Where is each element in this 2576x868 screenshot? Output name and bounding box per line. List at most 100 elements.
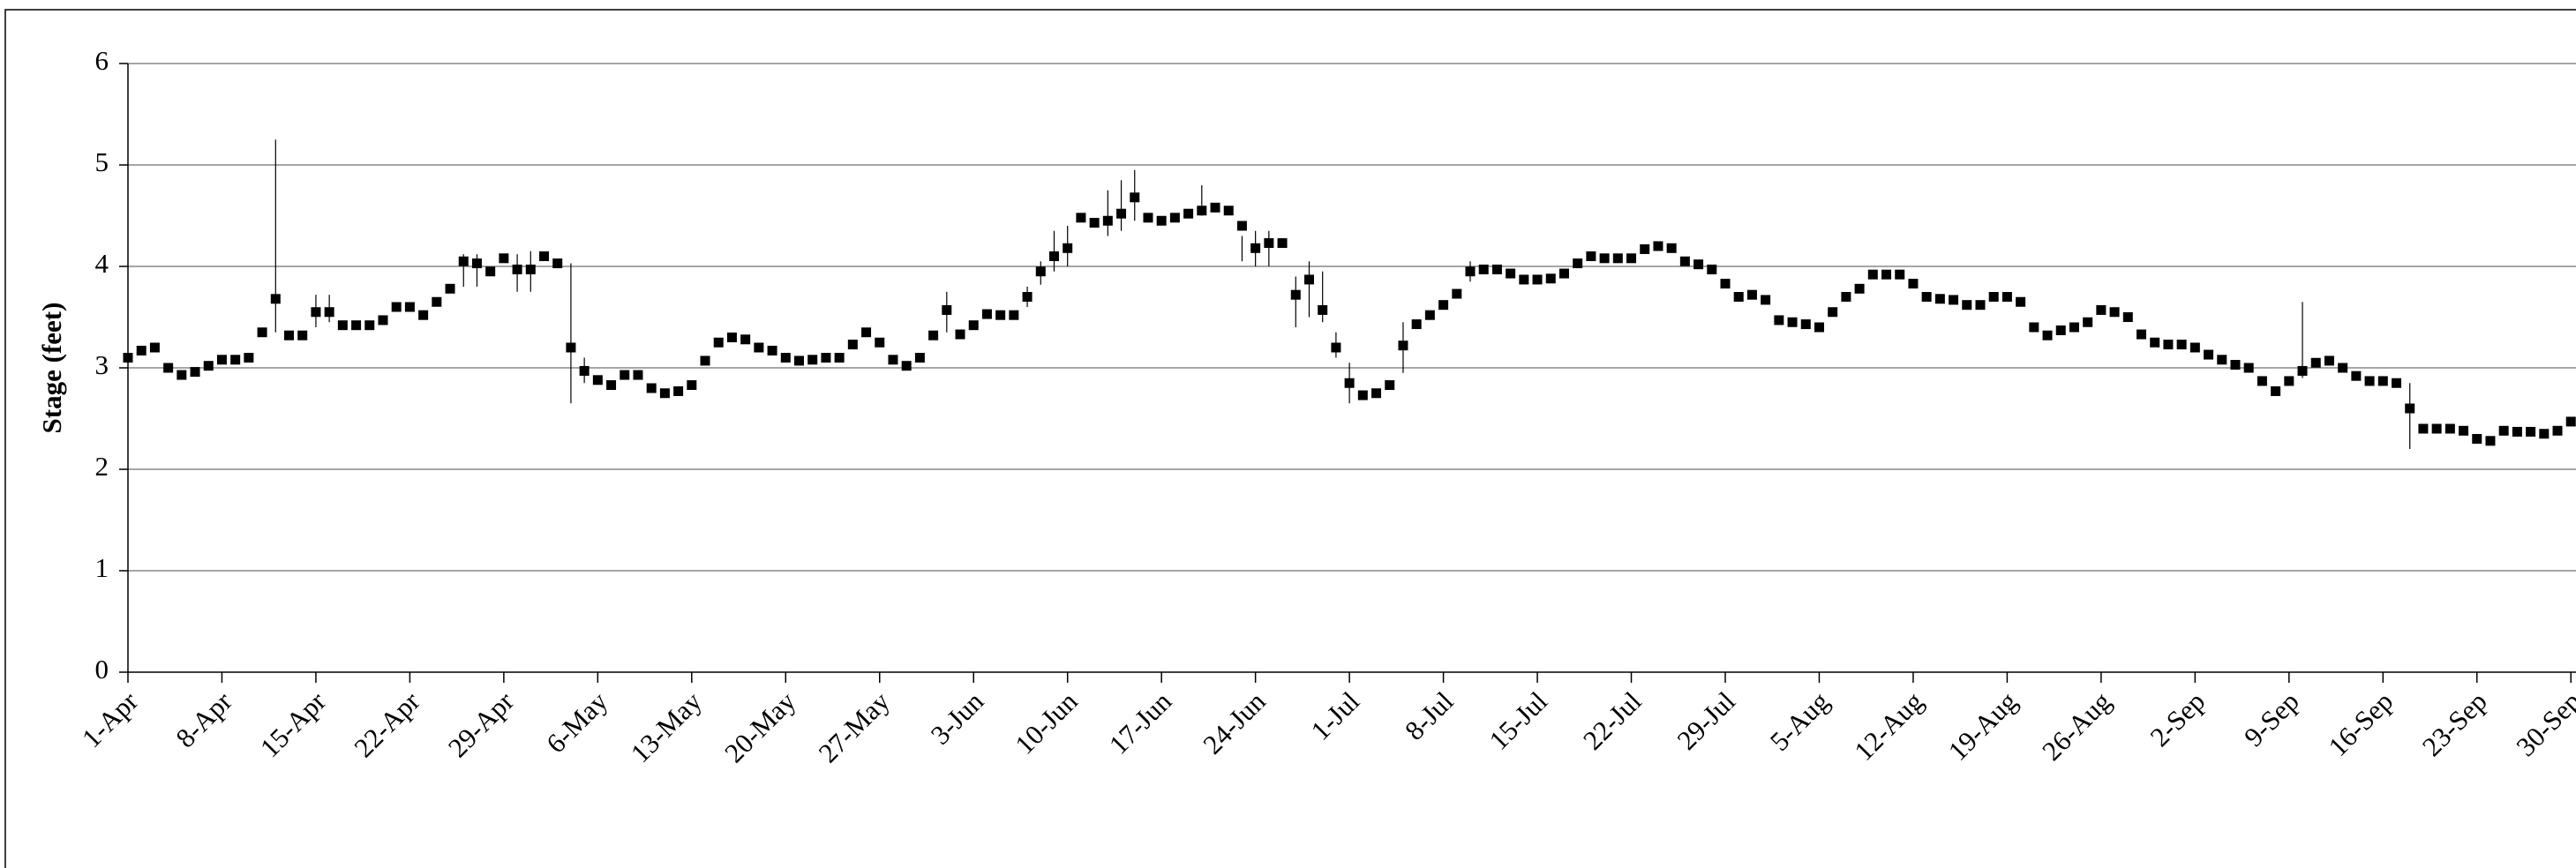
point — [767, 345, 777, 355]
point — [1290, 289, 1301, 300]
point — [1867, 269, 1878, 280]
x-tick-label: 26-Aug — [2036, 685, 2117, 767]
point — [297, 330, 308, 340]
point — [2001, 292, 2012, 302]
point — [1707, 264, 1717, 274]
x-tick-label: 20-May — [718, 685, 802, 769]
x-tick-label: 12-Aug — [1848, 685, 1929, 767]
point — [311, 307, 321, 318]
point — [2029, 322, 2039, 333]
point — [458, 256, 469, 266]
y-tick-label: 3 — [95, 349, 109, 380]
point — [2109, 307, 2120, 318]
point — [2284, 376, 2294, 386]
point — [2351, 370, 2362, 381]
point — [1626, 253, 1637, 264]
point — [2431, 423, 2442, 434]
point — [834, 353, 845, 363]
point — [351, 320, 362, 331]
point — [230, 355, 241, 365]
point — [1720, 279, 1731, 289]
point — [1962, 300, 1972, 311]
point — [2364, 376, 2375, 386]
y-tick-label: 5 — [95, 146, 109, 177]
point — [1411, 319, 1422, 330]
point — [1076, 213, 1086, 223]
point — [2485, 436, 2496, 446]
point — [901, 361, 912, 371]
point — [190, 367, 200, 378]
point — [1465, 266, 1476, 277]
point — [485, 266, 496, 277]
point — [740, 334, 751, 345]
point — [1424, 310, 1435, 320]
point — [2391, 378, 2401, 388]
point — [2526, 426, 2536, 437]
point — [606, 380, 617, 391]
point — [1398, 340, 1408, 351]
point — [700, 355, 710, 366]
point — [2137, 329, 2146, 340]
point — [1116, 208, 1127, 219]
point — [713, 337, 724, 348]
point — [2122, 312, 2133, 322]
point — [216, 355, 227, 365]
x-tick-label: 24-Jun — [1197, 685, 1272, 760]
point — [807, 355, 818, 365]
point — [726, 333, 737, 342]
point — [2055, 325, 2066, 335]
point — [2297, 365, 2308, 376]
point — [1130, 192, 1140, 203]
point — [2418, 423, 2429, 434]
point — [1921, 292, 1932, 302]
x-tick-label: 22-Jul — [1577, 685, 1648, 756]
x-tick-label: 16-Sep — [2322, 685, 2399, 762]
point — [552, 258, 563, 269]
point — [525, 264, 536, 274]
point — [2042, 330, 2053, 340]
point — [2539, 429, 2550, 439]
point — [1733, 292, 1744, 302]
point — [1814, 322, 1824, 333]
point — [2083, 317, 2093, 327]
x-tick-label: 3-Jun — [925, 685, 990, 751]
point — [1183, 208, 1194, 219]
x-tick-label: 30-Sep — [2510, 685, 2576, 762]
point — [176, 370, 187, 380]
point — [2552, 425, 2563, 436]
point — [1787, 317, 1798, 327]
point — [981, 309, 992, 319]
point — [1800, 319, 1811, 330]
point — [2189, 342, 2200, 353]
point — [1438, 300, 1449, 311]
x-tick-label: 1-Apr — [76, 685, 145, 754]
point — [1988, 292, 1999, 302]
x-tick-label: 8-Jul — [1399, 685, 1460, 746]
point — [123, 353, 133, 363]
point — [646, 383, 657, 393]
x-tick-label: 19-Aug — [1942, 685, 2024, 767]
point — [1303, 274, 1314, 285]
point — [1841, 292, 1851, 302]
point — [1506, 268, 1516, 279]
x-tick-label: 6-May — [540, 685, 614, 760]
point — [888, 355, 898, 365]
point — [1102, 215, 1113, 226]
point — [2069, 322, 2079, 333]
point — [1545, 273, 1556, 284]
x-tick-label: 22-Apr — [348, 685, 426, 764]
point — [687, 380, 697, 391]
point — [1331, 342, 1341, 353]
point — [914, 353, 925, 363]
point — [1371, 388, 1382, 399]
point — [955, 329, 965, 340]
point — [1573, 258, 1583, 269]
point — [1653, 241, 1664, 251]
point — [592, 375, 603, 385]
point — [1264, 238, 1274, 249]
point — [633, 370, 643, 380]
point — [2217, 355, 2227, 365]
x-tick-label: 23-Sep — [2416, 685, 2493, 762]
y-tick-label: 0 — [95, 654, 109, 685]
point — [136, 345, 146, 355]
